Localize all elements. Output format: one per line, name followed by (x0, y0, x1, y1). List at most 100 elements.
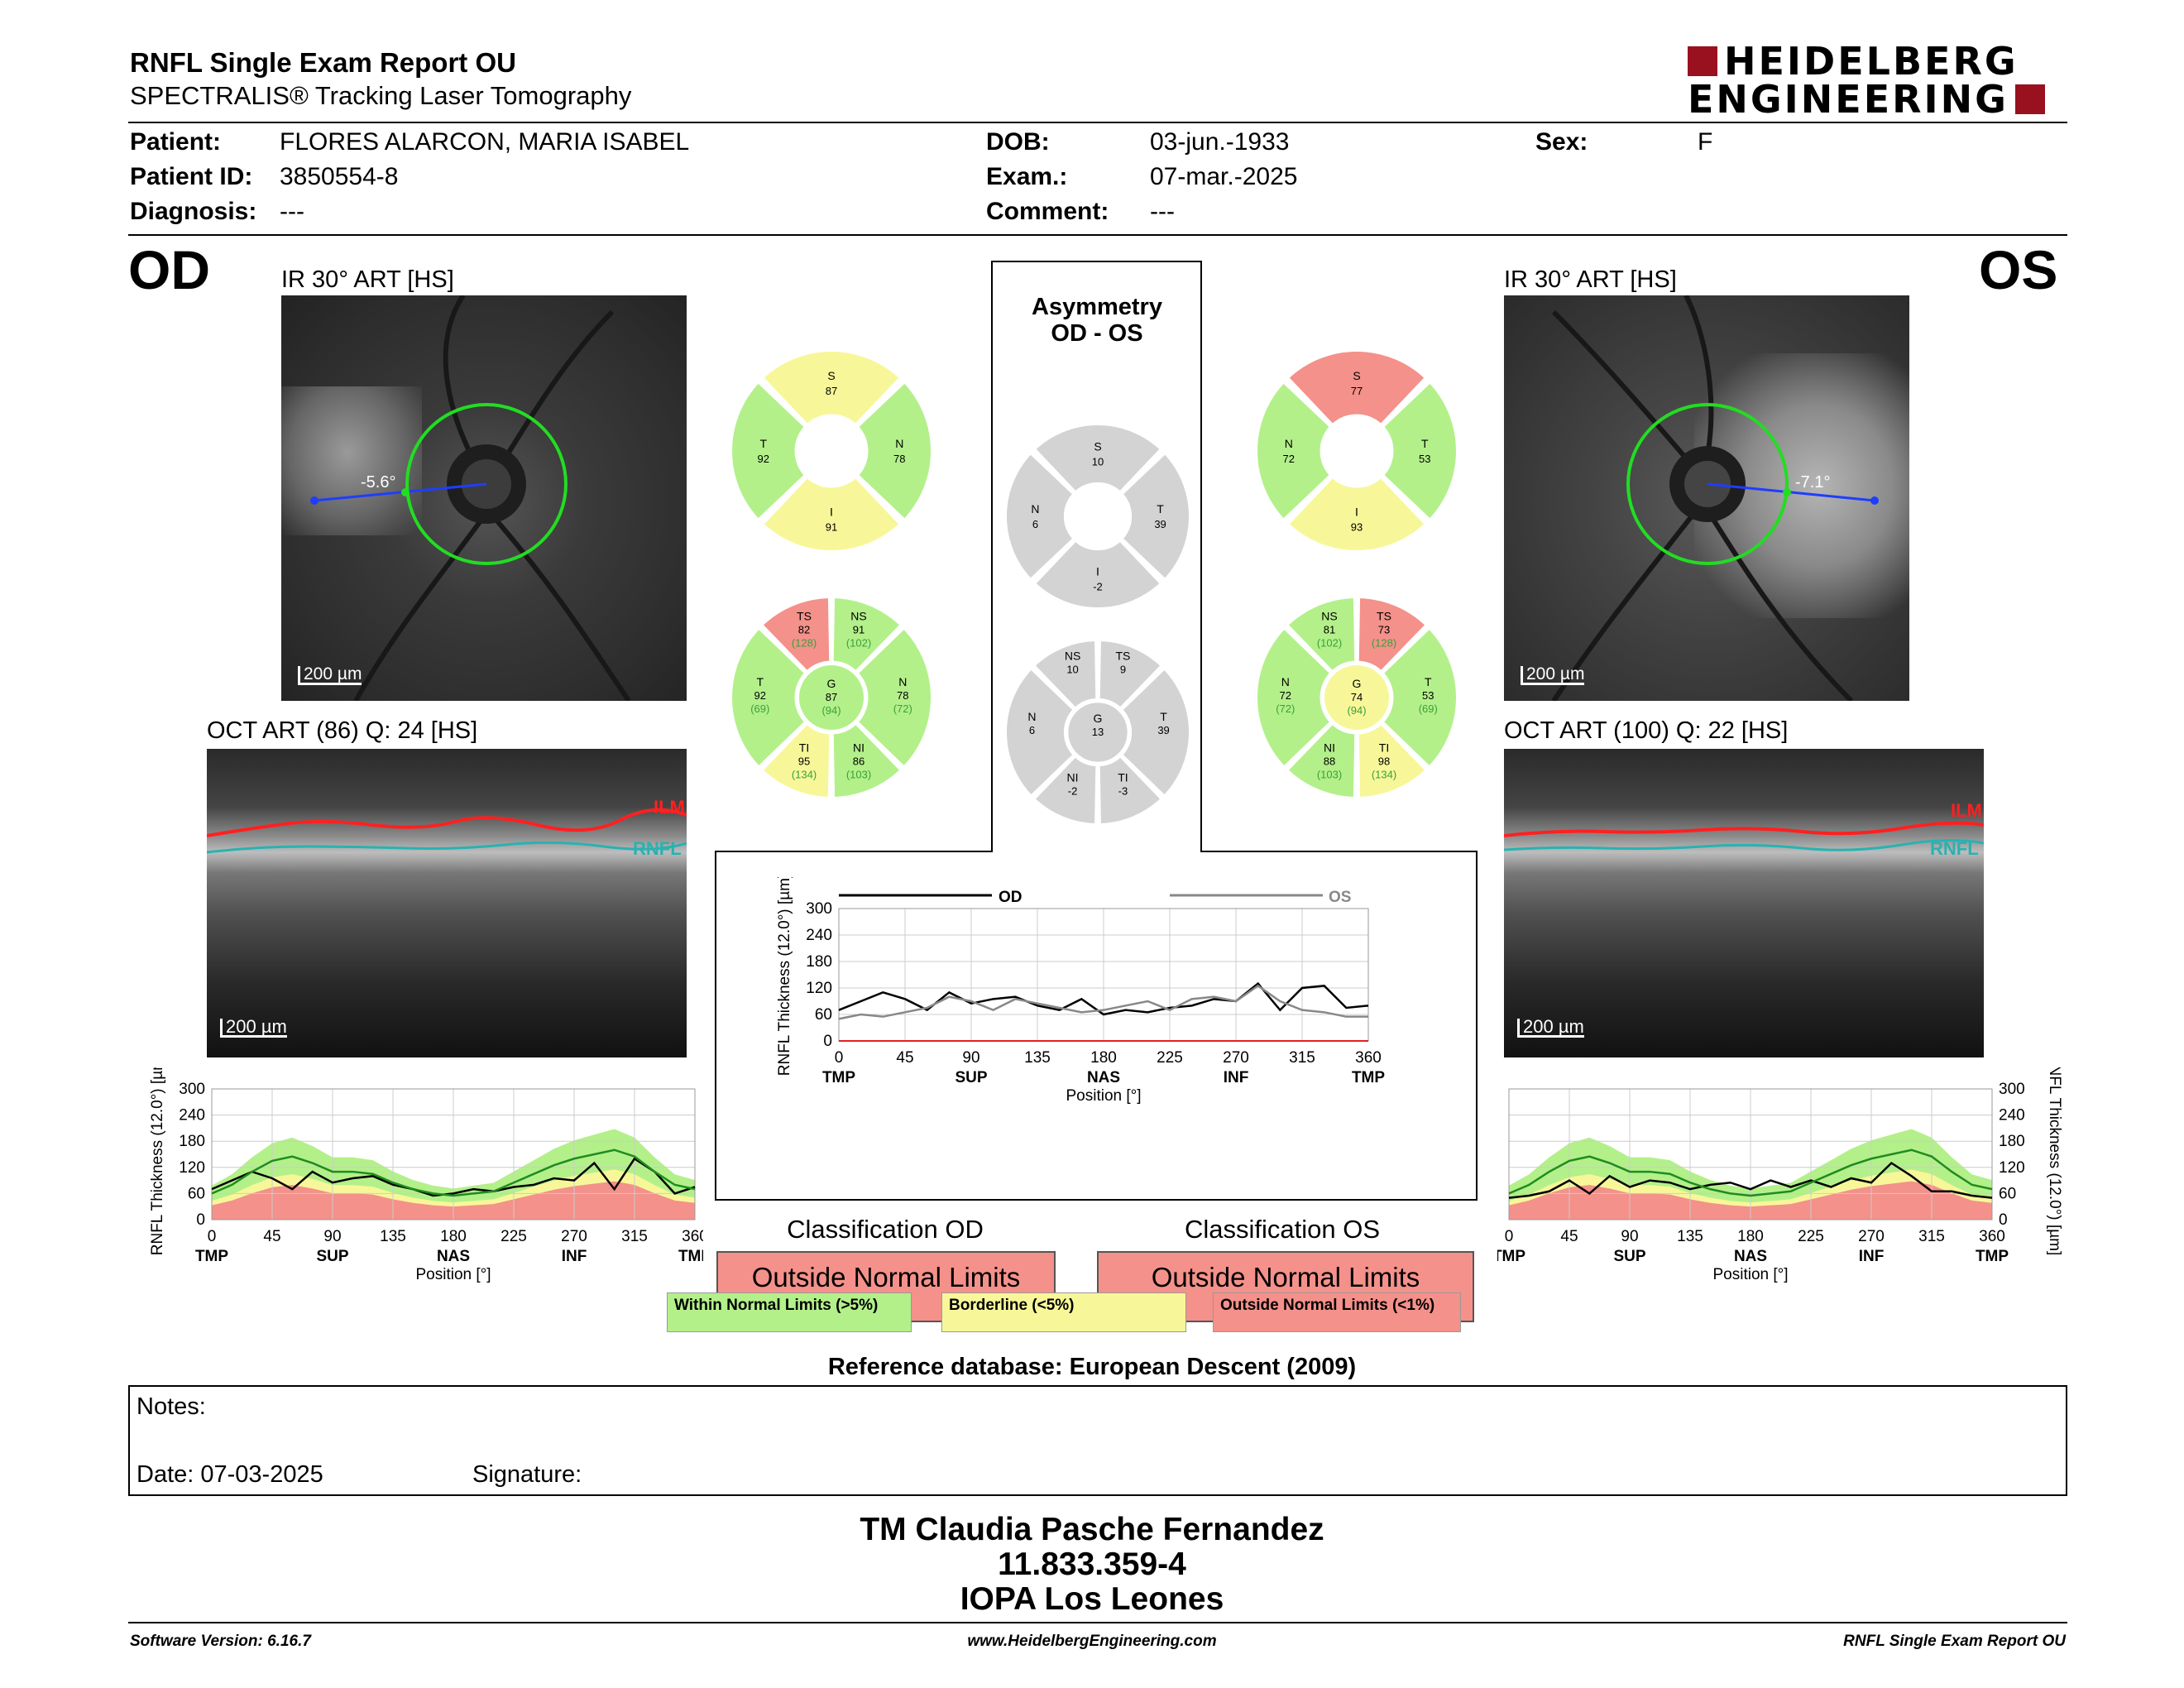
sector-normal: (128) (792, 636, 817, 649)
logo-line1: HEIDELBERG (1724, 39, 2019, 84)
sector-value: 74 (1351, 691, 1363, 703)
sector-value: 6 (1029, 724, 1035, 736)
sector-value: 91 (853, 623, 864, 635)
sector-value: 39 (1154, 518, 1166, 530)
sector-normal: (128) (1372, 636, 1396, 649)
diagnosis-value: --- (280, 198, 304, 225)
report-subtitle: SPECTRALIS® Tracking Laser Tomography (130, 81, 632, 110)
sector-letter: TS (1377, 609, 1391, 622)
os-oct-bscan: ILM RNFL 200 µm (1504, 749, 1984, 1057)
sector-n (855, 379, 934, 523)
sector-value: 10 (1092, 455, 1104, 468)
sector-value: -2 (1068, 784, 1078, 797)
x-region-label: SUP (316, 1248, 348, 1265)
x-axis-label: Position [°] (415, 1266, 491, 1283)
y-tick-label: 240 (1999, 1107, 2025, 1125)
sector-letter: S (827, 369, 835, 382)
y-axis-label: RNFL Thickness (12.0°) [µm] (149, 1067, 166, 1255)
divider (128, 234, 2067, 236)
sector-value: 10 (1066, 664, 1078, 676)
sector-ns (830, 594, 904, 675)
x-tick-label: 90 (962, 1049, 979, 1067)
asymmetry-title: Asymmetry OD - OS (1032, 294, 1162, 347)
sector-t (1118, 665, 1192, 799)
x-tick-label: 0 (835, 1049, 844, 1067)
y-tick-label: 120 (179, 1159, 205, 1177)
od-angle-label: -5.6° (361, 473, 395, 492)
x-tick-label: 315 (621, 1228, 648, 1245)
sector-t (1379, 625, 1459, 770)
os-classification-title: Classification OS (1184, 1215, 1381, 1244)
x-tick-label: 180 (1090, 1049, 1117, 1067)
sector-letter: TI (1118, 770, 1128, 784)
sector-ni (830, 720, 904, 801)
notes-signature: Signature: (472, 1461, 582, 1488)
sector-normal: (134) (1372, 769, 1396, 781)
sector-ts (1096, 637, 1165, 712)
sector-value: 39 (1157, 724, 1169, 736)
y-tick-label: 120 (1999, 1159, 2025, 1177)
exam-label: Exam.: (986, 163, 1068, 190)
od-sector4-chart: S 87 T 92 N 78 I 91 (729, 348, 934, 554)
sector-g (1066, 700, 1130, 765)
sector-g (797, 663, 866, 732)
od-eye-label: OD (128, 239, 210, 300)
sector-i (1032, 537, 1164, 611)
sector-normal: (134) (792, 769, 817, 781)
x-tick-label: 360 (682, 1228, 703, 1245)
sector-letter: NS (1321, 609, 1337, 622)
sector-value: 87 (826, 385, 837, 397)
footer-url[interactable]: www.HeidelbergEngineering.com (967, 1633, 1217, 1650)
sector-value: 78 (897, 689, 908, 702)
x-tick-label: 180 (1737, 1228, 1764, 1245)
od-classification-title: Classification OD (787, 1215, 984, 1244)
x-region-label: SUP (955, 1069, 987, 1086)
legend-outside: Outside Normal Limits (<1%) (1213, 1292, 1461, 1332)
sector-letter: NI (853, 741, 864, 755)
x-tick-label: 270 (1858, 1228, 1885, 1245)
sector-value: 53 (1422, 689, 1434, 702)
sector-letter: T (759, 437, 767, 450)
sector-value: 92 (758, 453, 769, 465)
plot-frame (1508, 1088, 1993, 1220)
sector-letter: N (895, 437, 903, 450)
os-ir-scale: 200 µm (1521, 665, 1585, 685)
sector-t (1380, 379, 1459, 523)
x-tick-label: 225 (1798, 1228, 1824, 1245)
sector-letter: N (898, 675, 907, 688)
sector-letter: T (1421, 437, 1429, 450)
sector-letter: TS (797, 609, 812, 622)
x-tick-label: 270 (561, 1228, 587, 1245)
os-ilm-label: ILM (1951, 800, 1982, 821)
y-tick-label: 0 (1999, 1211, 2008, 1229)
x-region-label: NAS (1087, 1069, 1120, 1086)
notes-label: Notes: (136, 1393, 206, 1420)
notes-box: Notes: Date: 07-03-2025 Signature: (128, 1385, 2067, 1496)
sector-letter: NS (850, 609, 866, 622)
sector-value: 73 (1378, 623, 1390, 635)
sector-value: 6 (1032, 518, 1038, 530)
sector-letter: T (1160, 710, 1167, 723)
asymmetry-frame (715, 261, 1478, 1201)
sector-value: -3 (1118, 784, 1128, 797)
od-thickness-chart: 0 60 120 180 240 300 0 45 90 135 180 225 270 315 360 TM… (149, 1067, 703, 1283)
sector-value: 98 (1378, 755, 1390, 768)
sector-s (1285, 348, 1429, 428)
sector-t (729, 379, 808, 523)
sector-normal: (94) (821, 704, 841, 717)
y-tick-label: 300 (1999, 1081, 2025, 1098)
software-version: Software Version: 6.16.7 (130, 1633, 311, 1650)
sector-value: 72 (1283, 453, 1295, 465)
od-rnfl-label: RNFL (633, 838, 682, 859)
logo-square-icon (2014, 84, 2045, 114)
sector-value: 78 (893, 453, 905, 465)
od-oct-bscan: ILM RNFL 200 µm (207, 749, 687, 1057)
x-tick-label: 360 (1979, 1228, 2005, 1245)
os-sector4-chart: S 77 N 72 T 53 I 93 (1254, 348, 1459, 554)
patient-name: FLORES ALARCON, MARIA ISABEL (280, 128, 690, 156)
os-legend-label: OS (1329, 889, 1351, 906)
sector-n (1003, 665, 1077, 799)
sector-letter: S (1353, 369, 1360, 382)
x-tick-label: 225 (1157, 1049, 1183, 1067)
